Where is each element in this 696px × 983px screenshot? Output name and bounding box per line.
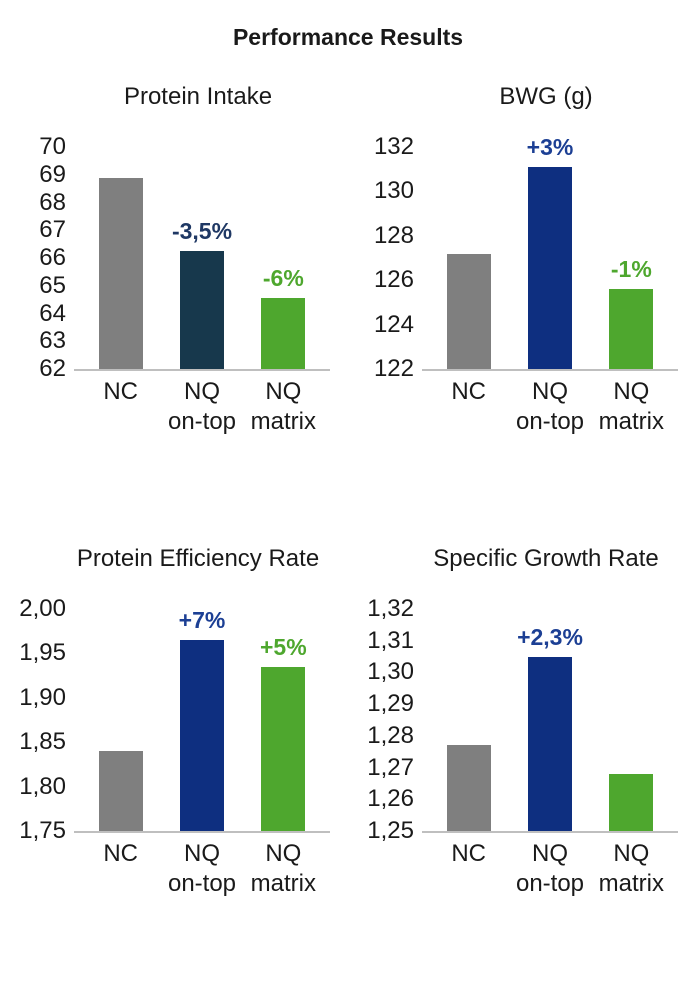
y-tick-label: 66 [39,244,66,271]
x-tick-label-line: on-top [167,870,237,897]
bar-annotation: -1% [610,256,652,283]
x-tick-label-line: on-top [515,870,585,897]
x-tick-label-line: matrix [598,870,664,897]
x-tick-label-line: matrix [250,870,316,897]
bar-annotation: +5% [259,633,307,660]
x-axis-line [422,831,678,833]
bar [180,640,224,831]
x-tick-label-line: NQ [613,378,650,405]
x-tick-label-line: NQ [613,840,650,867]
x-axis-line [422,369,678,371]
y-tick-label: 2,00 [19,595,66,622]
x-tick-label-line: matrix [598,408,664,435]
bar-chart-specific-growth-rate: 1,32 1,31 1,30 1,29 1,28 1,27 1,26 1,25 NC +2,3% N… [348,595,696,907]
bar-chart-protein-intake: 70 69 68 67 66 65 64 63 62 NC -3,5% NQ on-top -6% NQ ma… [0,133,348,445]
page-title: Performance Results [232,24,464,50]
y-tick-label: 70 [39,133,66,160]
x-tick-label-line: NQ [532,378,568,405]
x-tick-label-line: NQ [532,840,568,867]
bar [261,298,306,369]
bar [98,751,143,831]
bar [446,745,491,831]
bar [180,251,224,369]
x-tick-label-line: NQ [265,840,302,867]
y-tick-label: 1,31 [367,626,414,654]
y-tick-label: 122 [373,355,414,382]
chart-panel-bwg: BWG (g) 132 130 128 126 124 122 NC +3% NQ on-top -… [348,83,696,445]
y-tick-label: 1,85 [19,728,66,756]
x-tick-label: NQ on-top [495,377,605,437]
x-tick-label-line: on-top [515,408,585,435]
bar-annotation: -3,5% [171,218,233,245]
x-tick-label-line: NQ [265,378,302,405]
x-tick-label: NQ matrix [228,839,338,899]
y-tick-label: 62 [39,355,66,382]
bar [528,166,572,369]
chart-title-bwg: BWG (g) [499,83,593,110]
bar-chart-protein-efficiency-rate: 2,00 1,95 1,90 1,85 1,80 1,75 NC +7% NQ on-top +5%… [0,595,348,907]
y-tick-label: 126 [373,266,414,294]
x-tick-label-line: NC [103,840,138,867]
y-tick-label: 1,95 [19,639,66,667]
bar-annotation: +2,3% [517,623,583,650]
x-tick-label: NQ on-top [147,839,257,899]
y-tick-label: 1,27 [367,753,414,781]
x-tick-label-line: NQ [184,840,220,867]
y-tick-label: 1,26 [367,785,414,813]
y-tick-label: 124 [373,310,414,338]
y-tick-label: 64 [39,299,66,327]
chart-panel-protein-efficiency-rate: Protein Efficiency Rate 2,00 1,95 1,90 1,85… [0,545,348,907]
x-tick-label: NC [414,377,524,407]
x-axis-line [74,369,330,371]
bar-annotation: -6% [262,265,304,292]
x-tick-label: NC [66,377,176,407]
chart-title-protein-efficiency-rate: Protein Efficiency Rate [76,545,320,572]
bar-chart-bwg: 132 130 128 126 124 122 NC +3% NQ on-top -1% NQ matr… [348,133,696,445]
y-tick-label: 1,32 [367,595,414,622]
y-tick-label: 1,75 [19,817,66,844]
y-tick-label: 67 [39,216,66,244]
chart-title-protein-intake: Protein Intake [123,83,273,110]
bar [609,773,654,831]
x-tick-label: NC [66,839,176,869]
charts-grid: Protein Intake 70 69 68 67 66 65 64 63 62 NC -3,5%… [0,83,696,907]
x-tick-label-line: NC [103,378,138,405]
y-tick-label: 1,28 [367,721,414,749]
bar [98,177,143,369]
y-tick-label: 65 [39,271,66,299]
y-tick-label: 128 [373,221,414,249]
x-tick-label-line: NC [451,840,486,867]
x-axis-line [74,831,330,833]
y-tick-label: 1,80 [19,772,66,800]
bar-annotation: +7% [178,607,226,634]
bar [261,666,306,831]
y-tick-label: 1,29 [367,690,414,718]
x-tick-label: NQ on-top [147,377,257,437]
chart-panel-specific-growth-rate: Specific Growth Rate 1,32 1,31 1,30 1,29 1,2… [348,545,696,907]
y-tick-label: 1,25 [367,817,414,844]
bar [609,289,654,369]
chart-title-specific-growth-rate: Specific Growth Rate [433,545,659,572]
bar-annotation: +3% [526,133,574,160]
x-tick-label-line: NC [451,378,486,405]
x-tick-label-line: on-top [167,408,237,435]
y-tick-label: 68 [39,188,66,216]
y-tick-label: 1,90 [19,683,66,711]
chart-panel-protein-intake: Protein Intake 70 69 68 67 66 65 64 63 62 NC -3,5%… [0,83,348,445]
y-tick-label: 63 [39,327,66,355]
x-tick-label-line: NQ [184,378,220,405]
x-tick-label-line: matrix [250,408,316,435]
bar [446,253,491,369]
bar [528,656,572,831]
x-tick-label: NC [414,839,524,869]
performance-results-infographic: Performance Results Protein Intake 70 69 6… [0,24,696,907]
y-tick-label: 1,30 [367,658,414,686]
x-tick-label: NQ matrix [576,377,686,437]
y-tick-label: 69 [39,160,66,188]
x-tick-label: NQ matrix [228,377,338,437]
x-tick-label: NQ matrix [576,839,686,899]
y-tick-label: 130 [373,177,414,205]
y-tick-label: 132 [373,133,414,160]
x-tick-label: NQ on-top [495,839,605,899]
